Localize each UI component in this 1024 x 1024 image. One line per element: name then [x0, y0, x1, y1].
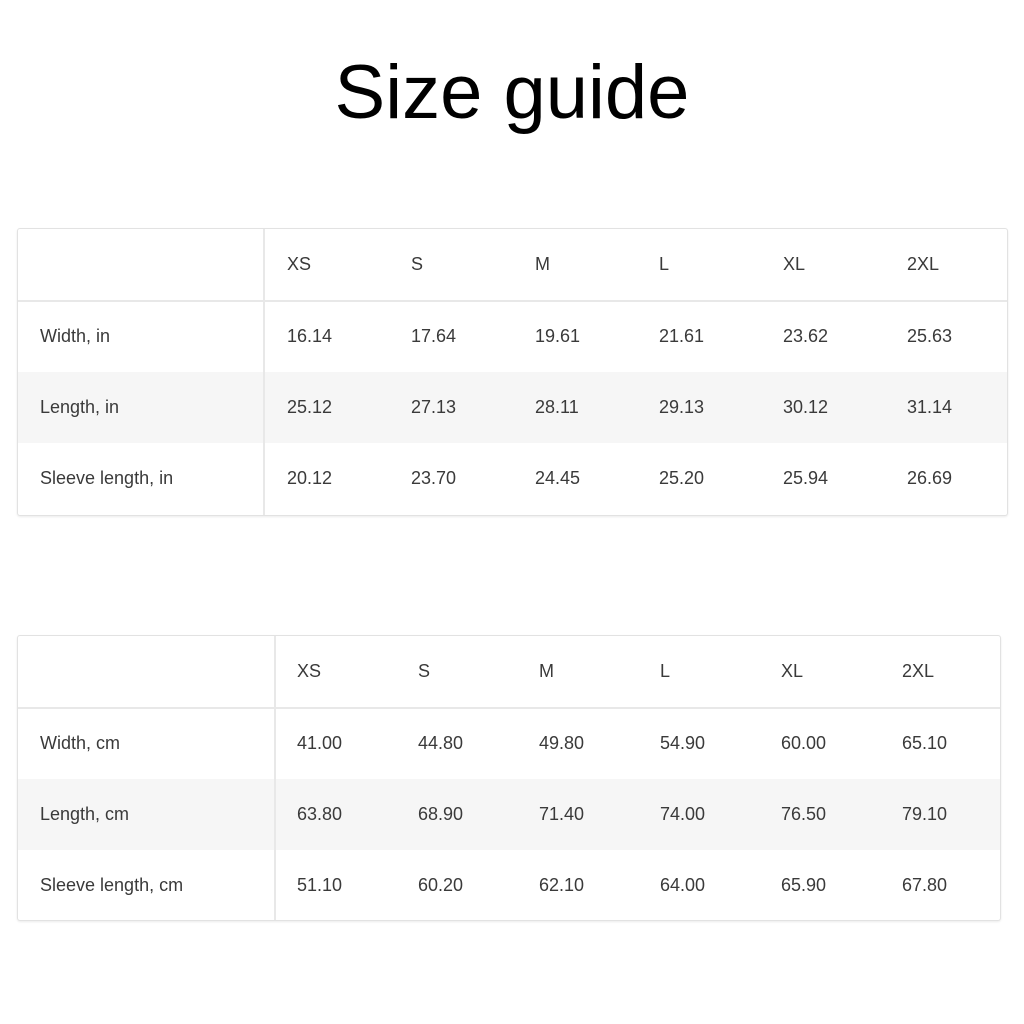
table-row: Width, in 16.14 17.64 19.61 21.61 23.62 25.63 — [18, 301, 1007, 372]
size-header: XS — [287, 254, 312, 274]
row-label: Sleeve length, in — [40, 468, 174, 488]
measurement-value: 65.90 — [781, 875, 827, 895]
measurement-value: 21.61 — [659, 326, 705, 346]
measurement-value: 63.80 — [297, 804, 343, 824]
measurement-value: 54.90 — [660, 733, 706, 753]
measurement-value: 68.90 — [418, 804, 464, 824]
measurement-value: 49.80 — [539, 733, 585, 753]
size-header: M — [535, 254, 550, 274]
measurement-value: 29.13 — [659, 397, 705, 417]
measurement-value: 79.10 — [902, 804, 948, 824]
measurement-value: 74.00 — [660, 804, 706, 824]
size-header: M — [539, 661, 554, 681]
row-label: Sleeve length, cm — [40, 875, 184, 895]
table-header-row: XS S M L XL 2XL — [18, 229, 1007, 302]
row-label: Width, cm — [40, 733, 121, 753]
measurement-value: 19.61 — [535, 326, 581, 346]
measurement-value: 16.14 — [287, 326, 333, 346]
table-row: Length, cm 63.80 68.90 71.40 74.00 76.50 79.10 — [18, 779, 1000, 850]
measurement-value: 44.80 — [418, 733, 464, 753]
size-header: XL — [781, 661, 804, 681]
row-label: Length, cm — [40, 804, 130, 824]
size-table-inches: XS S M L XL 2XL Width, in 16.14 17.64 19.61 21.61 2… — [17, 228, 1008, 516]
measurement-value: 23.62 — [783, 326, 829, 346]
measurement-value: 25.12 — [287, 397, 333, 417]
measurement-value: 31.14 — [907, 397, 953, 417]
table-row: Width, cm 41.00 44.80 49.80 54.90 60.00 65.10 — [18, 708, 1000, 779]
table-row: Sleeve length, cm 51.10 60.20 62.10 64.00 65.… — [18, 850, 1000, 921]
size-header: XS — [297, 661, 322, 681]
measurement-value: 71.40 — [539, 804, 585, 824]
measurement-value: 17.64 — [411, 326, 457, 346]
page-title: Size guide — [334, 50, 690, 135]
table-header-row: XS S M L XL 2XL — [18, 636, 1000, 709]
measurement-value: 24.45 — [535, 468, 581, 488]
measurement-value: 51.10 — [297, 875, 343, 895]
table-row: Length, in 25.12 27.13 28.11 29.13 30.12 31.14 — [18, 372, 1007, 443]
measurement-value: 28.11 — [535, 397, 579, 417]
measurement-value: 65.10 — [902, 733, 948, 753]
measurement-value: 30.12 — [783, 397, 829, 417]
row-label: Length, in — [40, 397, 120, 417]
measurement-value: 62.10 — [539, 875, 585, 895]
table-row: Sleeve length, in 20.12 23.70 24.45 25.20 25.… — [18, 443, 1007, 514]
size-header: S — [411, 254, 424, 274]
measurement-value: 60.20 — [418, 875, 464, 895]
size-table-centimeters: XS S M L XL 2XL Width, cm 41.00 44.80 49.80 54.90 6… — [17, 635, 1001, 921]
measurement-value: 64.00 — [660, 875, 706, 895]
column-divider — [274, 636, 276, 920]
measurement-value: 25.94 — [783, 468, 829, 488]
size-header: S — [418, 661, 431, 681]
measurement-value: 25.20 — [659, 468, 705, 488]
measurement-value: 27.13 — [411, 397, 457, 417]
measurement-value: 67.80 — [902, 875, 948, 895]
size-header: 2XL — [902, 661, 935, 681]
measurement-value: 23.70 — [411, 468, 457, 488]
size-header: XL — [783, 254, 806, 274]
measurement-value: 60.00 — [781, 733, 827, 753]
measurement-value: 41.00 — [297, 733, 343, 753]
size-header: L — [659, 254, 670, 274]
measurement-value: 76.50 — [781, 804, 827, 824]
size-header: L — [660, 661, 671, 681]
row-label: Width, in — [40, 326, 111, 346]
measurement-value: 26.69 — [907, 468, 953, 488]
measurement-value: 25.63 — [907, 326, 953, 346]
column-divider — [263, 229, 265, 515]
size-header: 2XL — [907, 254, 940, 274]
measurement-value: 20.12 — [287, 468, 333, 488]
